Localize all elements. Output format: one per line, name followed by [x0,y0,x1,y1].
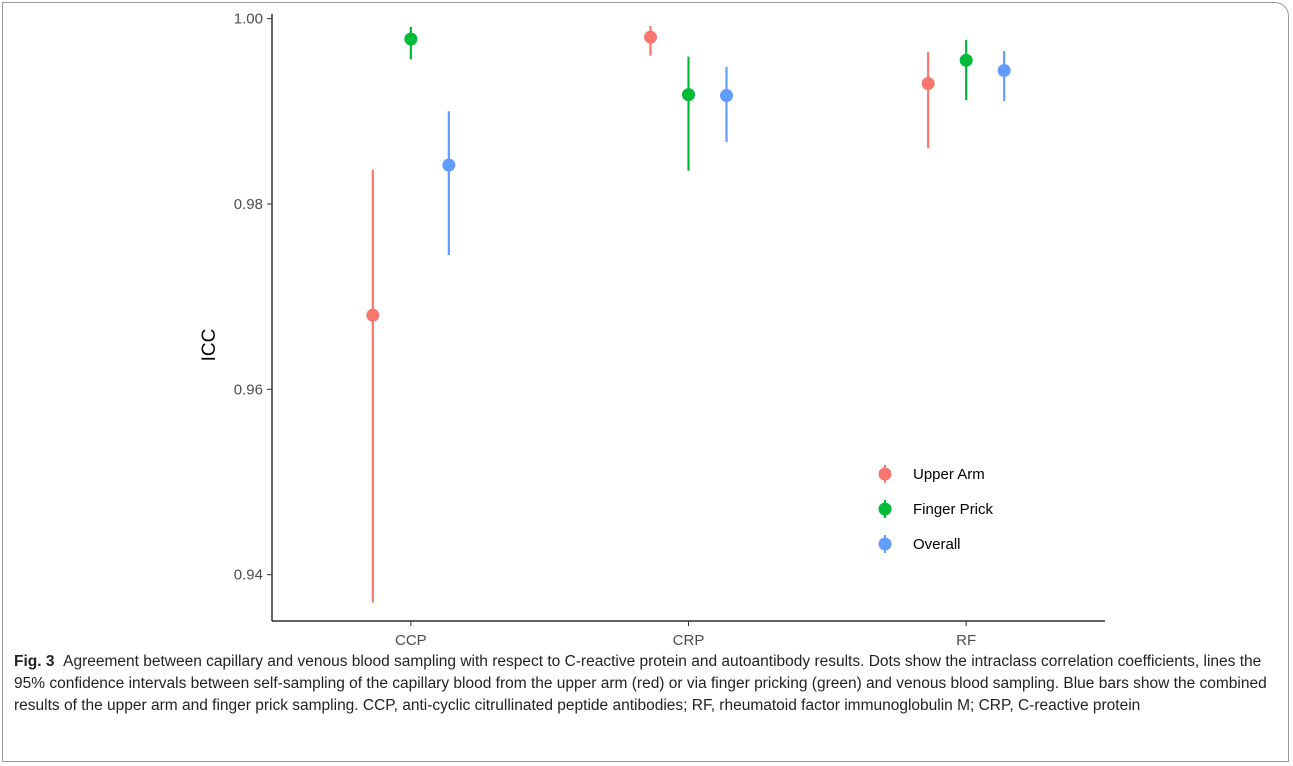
figure-caption: Fig. 3 Agreement between capillary and v… [14,651,1279,717]
upper-arm-point [366,308,380,322]
overall-point [442,158,456,172]
chart-marks [366,26,1011,603]
finger-prick-point [959,53,973,67]
legend-label-finger-prick: Finger Prick [913,501,994,518]
icc-chart: 0.94 0.96 0.98 1.00 CCP CRP RF Upper Arm Finger… [199,11,1105,649]
y-tick-label: 0.98 [234,196,263,213]
upper-arm-point [644,30,657,44]
y-tick-label: 0.96 [234,381,263,398]
figure-label: Fig. 3 [14,653,55,670]
legend-label-upper-arm: Upper Arm [913,466,985,483]
legend-key-upper-arm [878,467,892,481]
x-tick-label: RF [956,632,976,649]
upper-arm-point [921,77,935,91]
y-tick-label: 0.94 [234,567,263,584]
legend: Upper Arm Finger Prick Overall [878,465,994,553]
overall-point [997,64,1011,78]
axes: 0.94 0.96 0.98 1.00 CCP CRP RF [234,11,1105,649]
x-tick-label: CCP [395,632,427,649]
legend-key-finger-prick [878,502,892,516]
overall-point [720,89,733,103]
legend-label-overall: Overall [913,536,961,553]
caption-text: Agreement between capillary and venous b… [14,653,1267,714]
finger-prick-point [404,32,418,46]
x-tick-label: CRP [673,632,705,649]
legend-key-overall [878,537,892,551]
y-tick-label: 1.00 [234,11,263,28]
y-axis-label: ICC [199,329,220,362]
finger-prick-point [682,88,695,102]
